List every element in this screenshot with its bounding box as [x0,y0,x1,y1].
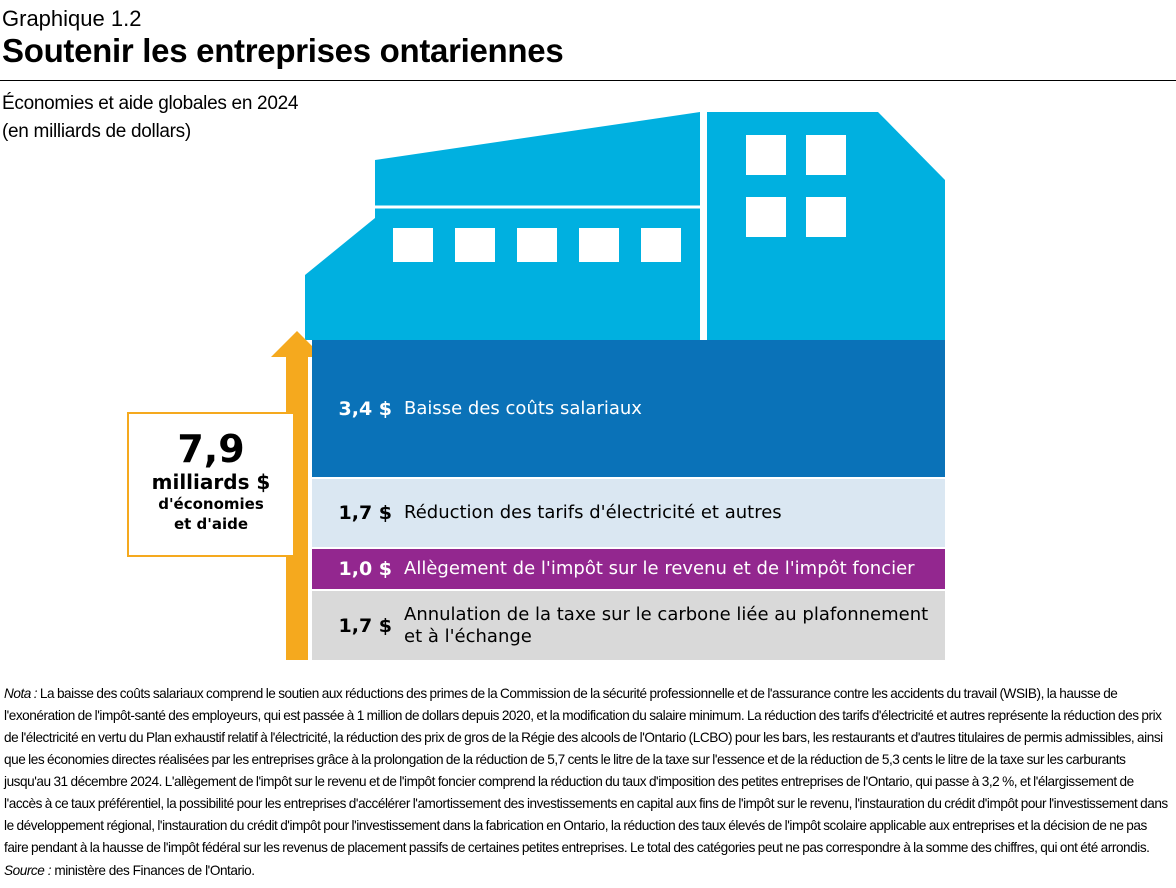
subtitle-line-1: Économies et aide globales en 2024 [2,93,299,114]
window [517,228,557,262]
segment-label: Allègement de l'impôt sur le revenu et d… [404,558,915,579]
window [579,228,619,262]
footnote: Nota : La baisse des coûts salariaux com… [4,683,1172,859]
segment-value: 1,0 $ [338,558,393,580]
total-desc-2: et d'aide [173,515,249,533]
source-note: Source : ministère des Finances de l'Ont… [4,863,255,878]
segment-income-property-tax: 1,0 $ Allègement de l'impôt sur le revenu… [312,549,945,589]
segment-label: Annulation de la taxe sur le carbone lié… [404,603,929,647]
total-unit: milliards $ [151,470,271,494]
window [455,228,495,262]
segment-label: Baisse des coûts salariaux [404,397,642,419]
window [806,197,846,237]
window [641,228,681,262]
building-illustration [271,112,945,660]
total-desc-1: d'économies [158,495,264,513]
chart-kicker: Graphique 1.2 [2,6,142,31]
total-callout: 7,9 milliards $ d'économies et d'aide [127,412,295,557]
total-value: 7,9 [177,427,245,471]
segment-electricity: 1,7 $ Réduction des tarifs d'électricité … [312,479,945,547]
source-label: Source : [4,863,52,878]
source-text: ministère des Finances de l'Ontario. [51,863,255,878]
segment-value: 1,7 $ [338,614,393,637]
segment-value: 3,4 $ [338,397,393,420]
segment-value: 1,7 $ [338,502,393,524]
note-text: La baisse des coûts salariaux comprend l… [4,686,1168,855]
segment-carbon-tax: 1,7 $ Annulation de la taxe sur le carbon… [312,591,945,660]
building-left-wing [305,112,700,340]
segment-wage-costs: 3,4 $ Baisse des coûts salariaux [312,340,945,477]
arrow-head [271,331,323,357]
window [393,228,433,262]
note-label: Nota : [4,686,38,701]
window [746,197,786,237]
window [806,135,846,175]
chart-title: Soutenir les entreprises ontariennes [2,32,564,69]
subtitle-line-2: (en milliards de dollars) [2,121,191,142]
windows [393,135,846,262]
window [746,135,786,175]
title-divider [0,80,1176,81]
segment-label: Réduction des tarifs d'électricité et au… [404,502,782,523]
